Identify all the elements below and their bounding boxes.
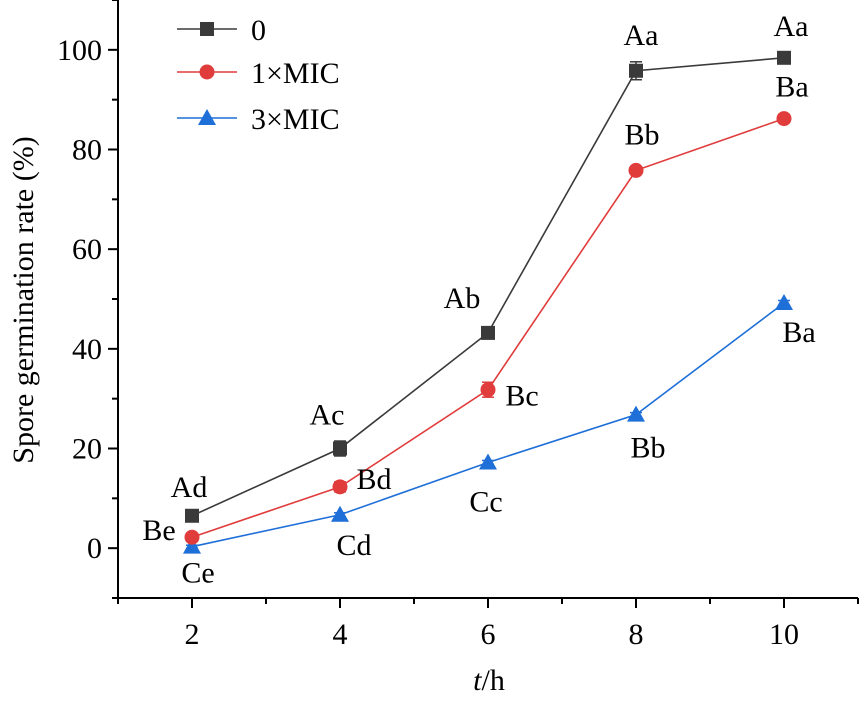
point-label: Ba bbox=[782, 316, 815, 349]
legend-marker bbox=[200, 22, 214, 36]
legend: 0 1×MIC 3×MIC bbox=[177, 14, 340, 136]
x-tick-label: 4 bbox=[333, 618, 348, 651]
data-point bbox=[775, 293, 793, 310]
y-tick-label: 0 bbox=[87, 532, 102, 565]
point-label: Bb bbox=[630, 432, 665, 465]
series-triangle bbox=[183, 293, 793, 554]
legend-marker bbox=[198, 109, 216, 125]
x-tick-label: 10 bbox=[769, 618, 799, 651]
legend-label: 3×MIC bbox=[251, 103, 340, 136]
data-point bbox=[184, 529, 200, 545]
series-square bbox=[185, 50, 791, 523]
x-axis-title: t/h bbox=[473, 664, 505, 697]
series-layer bbox=[183, 50, 793, 554]
legend-label: 0 bbox=[251, 14, 266, 47]
point-label: Aa bbox=[624, 19, 659, 52]
legend-entry: 1×MIC bbox=[177, 57, 340, 90]
point-labels: Ad Ac Ab Aa Aa Be Bd Bc Bb Ba Ce Cd Cc Bb Ba bbox=[142, 10, 815, 590]
data-point bbox=[333, 441, 347, 456]
y-tick-label: 60 bbox=[72, 233, 102, 266]
point-label: Cd bbox=[336, 529, 371, 562]
y-axis-title: Spore germination rate (%) bbox=[7, 136, 40, 463]
data-point bbox=[185, 508, 199, 523]
point-label: Bc bbox=[505, 380, 538, 413]
point-label: Ad bbox=[171, 471, 208, 504]
data-point bbox=[628, 162, 644, 178]
point-label: Be bbox=[142, 514, 175, 547]
x-tick-label: 8 bbox=[629, 618, 644, 651]
data-point bbox=[331, 505, 349, 522]
data-point bbox=[479, 453, 497, 470]
legend-label: 1×MIC bbox=[251, 57, 340, 90]
point-label: Ce bbox=[181, 557, 214, 590]
point-label: Ba bbox=[775, 71, 808, 104]
point-label: Bb bbox=[624, 118, 659, 151]
data-point bbox=[480, 382, 496, 398]
data-point bbox=[777, 50, 791, 65]
data-point bbox=[183, 537, 201, 554]
data-point bbox=[481, 325, 495, 340]
point-label: Aa bbox=[774, 10, 809, 43]
point-label: Cc bbox=[469, 485, 502, 518]
legend-entry: 3×MIC bbox=[177, 103, 340, 136]
y-tick-label: 100 bbox=[57, 34, 102, 67]
series-circle bbox=[184, 111, 792, 545]
y-tick-label: 80 bbox=[72, 134, 102, 167]
y-tick-label: 20 bbox=[72, 433, 102, 466]
x-axis-title-italic: t bbox=[473, 664, 482, 697]
data-point bbox=[629, 63, 643, 78]
point-label: Ab bbox=[444, 282, 481, 315]
x-tick-label: 6 bbox=[481, 618, 496, 651]
x-tick-label: 2 bbox=[185, 618, 200, 651]
x-axis-title-unit: /h bbox=[482, 664, 505, 697]
legend-entry: 0 bbox=[177, 14, 266, 47]
point-label: Ac bbox=[310, 399, 345, 432]
data-point bbox=[332, 479, 348, 495]
data-point bbox=[627, 405, 645, 422]
y-tick-label: 40 bbox=[72, 333, 102, 366]
legend-marker bbox=[199, 64, 215, 80]
point-label: Bd bbox=[356, 463, 391, 496]
data-point bbox=[776, 111, 792, 127]
